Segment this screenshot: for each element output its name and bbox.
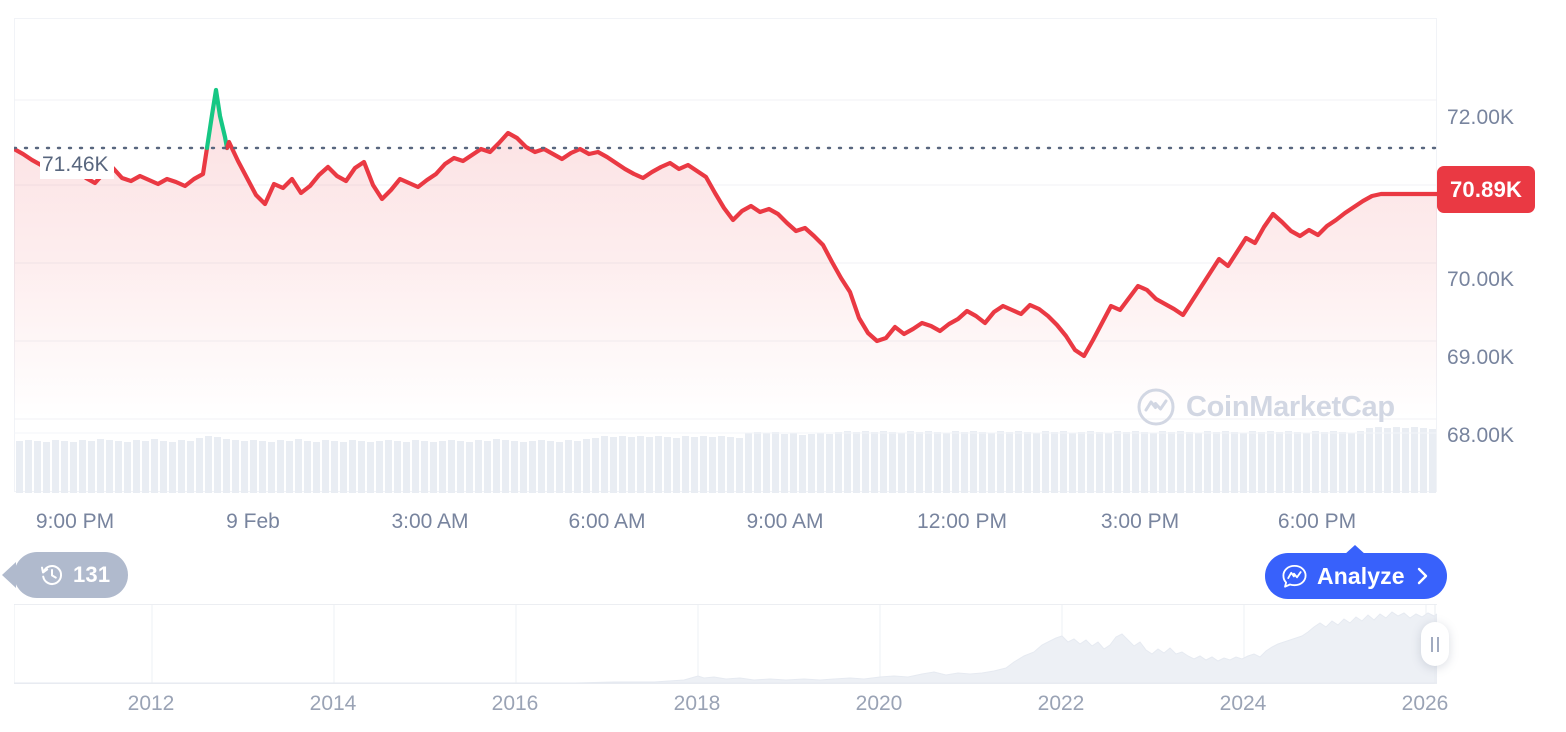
current-price-badge: 70.89K xyxy=(1437,166,1536,213)
analyze-button-label: Analyze xyxy=(1317,562,1405,589)
nav-x-tick-2016: 2016 xyxy=(491,692,539,715)
analyze-button[interactable]: Analyze xyxy=(1265,553,1447,599)
navigator-x-axis-labels: 2012 2014 2016 2018 2020 2022 2024 2026 xyxy=(0,692,1449,724)
price-line-chart xyxy=(14,18,1437,493)
y-axis-labels: 72.00K 70.00K 69.00K 68.00K xyxy=(1447,18,1557,447)
nav-x-tick-2014: 2014 xyxy=(309,692,357,715)
nav-x-tick-2012: 2012 xyxy=(127,692,175,715)
x-tick-4: 9:00 AM xyxy=(746,510,824,533)
range-navigator[interactable] xyxy=(14,604,1437,684)
price-chart-plot-area[interactable]: 71.46K CoinMarketCap xyxy=(14,18,1437,493)
reference-price-label: 71.46K xyxy=(40,152,114,179)
drag-handle-icon xyxy=(1431,636,1433,652)
x-tick-6: 3:00 PM xyxy=(1100,510,1180,533)
chevron-right-icon xyxy=(1417,567,1427,585)
x-tick-7: 6:00 PM xyxy=(1277,510,1357,533)
x-tick-1: 9 Feb xyxy=(226,510,280,533)
x-tick-2: 3:00 AM xyxy=(391,510,469,533)
nav-x-tick-2024: 2024 xyxy=(1219,692,1267,715)
y-tick-68: 68.00K xyxy=(1447,424,1515,447)
volume-bars xyxy=(16,427,1436,493)
price-line-down-2 xyxy=(224,130,1437,359)
history-clock-icon xyxy=(41,565,63,585)
navigator-right-handle[interactable] xyxy=(1421,622,1449,666)
nav-x-tick-2026: 2026 xyxy=(1401,692,1449,715)
x-tick-3: 6:00 AM xyxy=(568,510,646,533)
analyze-button-pointer xyxy=(1344,545,1366,555)
analyze-chat-chart-icon xyxy=(1282,564,1307,588)
y-tick-70: 70.00K xyxy=(1447,268,1515,291)
y-tick-69: 69.00K xyxy=(1447,346,1515,369)
navigator-area xyxy=(14,611,1437,684)
nav-x-tick-2018: 2018 xyxy=(673,692,721,715)
history-count-badge[interactable]: 131 xyxy=(14,552,129,598)
x-axis-labels: 9:00 PM 9 Feb 3:00 AM 6:00 AM 9:00 AM 12… xyxy=(0,510,1447,544)
history-count-label: 131 xyxy=(73,562,111,587)
nav-x-tick-2020: 2020 xyxy=(855,692,903,715)
price-area-fill xyxy=(14,90,1437,418)
navigator-mini-chart xyxy=(14,604,1437,684)
y-tick-72: 72.00K xyxy=(1447,106,1515,129)
x-tick-0: 9:00 PM xyxy=(35,510,115,533)
x-tick-5: 12:00 PM xyxy=(917,510,1007,533)
drag-handle-icon xyxy=(1437,636,1439,652)
nav-x-tick-2022: 2022 xyxy=(1037,692,1085,715)
price-line-up xyxy=(204,87,230,151)
